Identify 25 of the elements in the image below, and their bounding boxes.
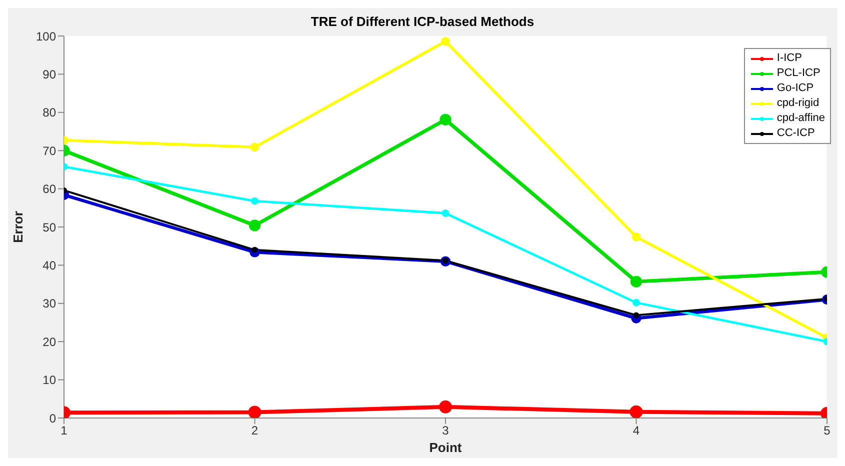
- y-axis-title: Error: [10, 211, 26, 243]
- y-tick-label: 100: [36, 29, 56, 44]
- x-tick-label: 4: [632, 424, 640, 438]
- y-tick-label: 30: [42, 296, 56, 311]
- y-tick-label: 90: [42, 67, 56, 82]
- x-tick-label: 3: [442, 424, 450, 438]
- y-tick-label: 20: [42, 334, 56, 349]
- y-tick-label: 60: [42, 182, 56, 196]
- y-tick-label: 70: [42, 144, 56, 158]
- x-tick-label: 2: [251, 424, 258, 438]
- y-tick-label: 50: [42, 220, 56, 234]
- y-tick-label: 40: [42, 258, 56, 272]
- y-tick-label: 80: [42, 106, 56, 120]
- y-tick-label: 10: [42, 373, 56, 388]
- y-tick-label: 0: [49, 411, 56, 426]
- x-tick-label: 1: [60, 424, 68, 438]
- chart-title: TRE of Different ICP-based Methods: [310, 14, 536, 29]
- legend-label: cpd-rigid: [776, 96, 820, 111]
- legend-label: PCL-ICP: [776, 66, 820, 81]
- x-tick-label: 5: [824, 424, 831, 438]
- legend-label: Go-ICP: [776, 81, 814, 96]
- legend-label: CC-ICP: [776, 126, 815, 141]
- legend-label: I-ICP: [776, 51, 802, 66]
- legend-label: cpd-affine: [776, 111, 825, 126]
- x-axis-title: Point: [429, 440, 462, 455]
